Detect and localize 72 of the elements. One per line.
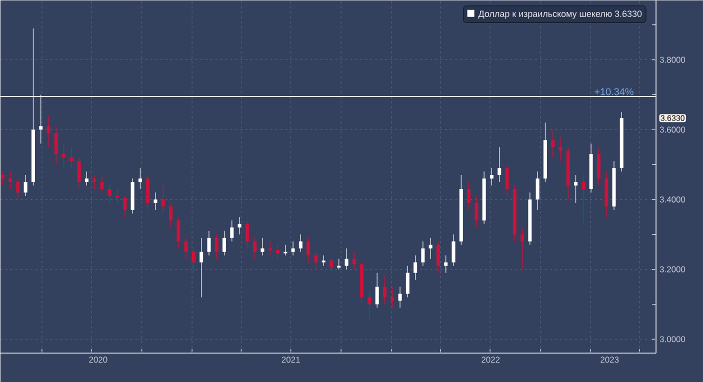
candlestick <box>436 241 440 274</box>
x-tick-label: 2020 <box>89 356 108 363</box>
candlestick <box>452 234 456 266</box>
candlestick <box>62 143 66 168</box>
x-tick-label: 2021 <box>282 356 300 363</box>
candlestick <box>230 220 234 242</box>
legend-label: Доллар к израильскому шекелю 3.6330 <box>478 10 642 19</box>
y-tick-label: 3.8000 <box>660 56 686 63</box>
x-tick-label: 2023 <box>600 356 619 363</box>
candlestick <box>154 192 158 210</box>
candlestick <box>92 174 96 190</box>
candlestick <box>306 238 310 263</box>
candlestick <box>0 171 4 186</box>
candlestick <box>70 146 74 168</box>
candlestick <box>428 238 432 260</box>
candlestick <box>245 220 249 249</box>
candlestick <box>200 238 204 298</box>
candlestick <box>398 286 402 308</box>
y-tick-label: 3.4000 <box>660 196 686 202</box>
candlestick <box>108 185 112 204</box>
candlestick <box>368 290 372 318</box>
candlestick <box>505 164 509 196</box>
candlestick <box>84 171 88 186</box>
candlestick <box>169 202 173 228</box>
candlestick <box>54 126 58 165</box>
candlestick <box>298 234 302 252</box>
candlestick <box>253 238 257 260</box>
candlestick <box>444 255 448 274</box>
candlestick <box>284 244 288 256</box>
candlestick <box>582 174 586 224</box>
candlestick <box>16 178 20 200</box>
candlestick <box>123 196 127 218</box>
candlestick <box>421 241 425 266</box>
candlestick <box>192 248 196 274</box>
x-tick-label: 2022 <box>482 356 500 363</box>
candlestick <box>314 252 318 270</box>
candlestick <box>100 174 104 193</box>
candlestick <box>161 185 165 214</box>
candlestick <box>474 196 478 228</box>
candlestick <box>291 241 295 256</box>
candlestick <box>138 168 142 190</box>
y-tick-label: 3.2000 <box>660 266 686 272</box>
candlestick <box>414 255 418 280</box>
candlestick <box>330 258 333 274</box>
candlestick <box>184 238 188 260</box>
candlestick <box>260 238 264 256</box>
candlestick <box>77 157 81 190</box>
candlestick <box>375 272 379 308</box>
y-tick-label: 3.6000 <box>660 126 686 133</box>
candlestick <box>490 168 494 186</box>
annotation: +10.34% <box>594 88 634 96</box>
candlestick <box>8 171 12 190</box>
candlestick <box>344 248 348 270</box>
candlestick <box>238 216 242 235</box>
candlestick <box>551 129 555 158</box>
candlestick <box>352 252 356 270</box>
candlestick <box>520 227 524 270</box>
y-tick-label: 3.0000 <box>660 336 686 342</box>
candlestick <box>214 234 218 260</box>
candlestick <box>276 244 280 260</box>
candlestick <box>406 265 410 298</box>
candlestick <box>574 174 578 204</box>
candlestick <box>382 276 386 304</box>
candlestick <box>536 171 540 210</box>
candlestick <box>390 286 394 308</box>
candlestick <box>24 174 28 196</box>
candlestick <box>207 230 211 256</box>
candlestick <box>322 255 326 266</box>
candlestick <box>498 146 502 182</box>
candlestick <box>222 230 226 256</box>
candlestick <box>176 216 180 249</box>
candlestick <box>467 182 471 210</box>
